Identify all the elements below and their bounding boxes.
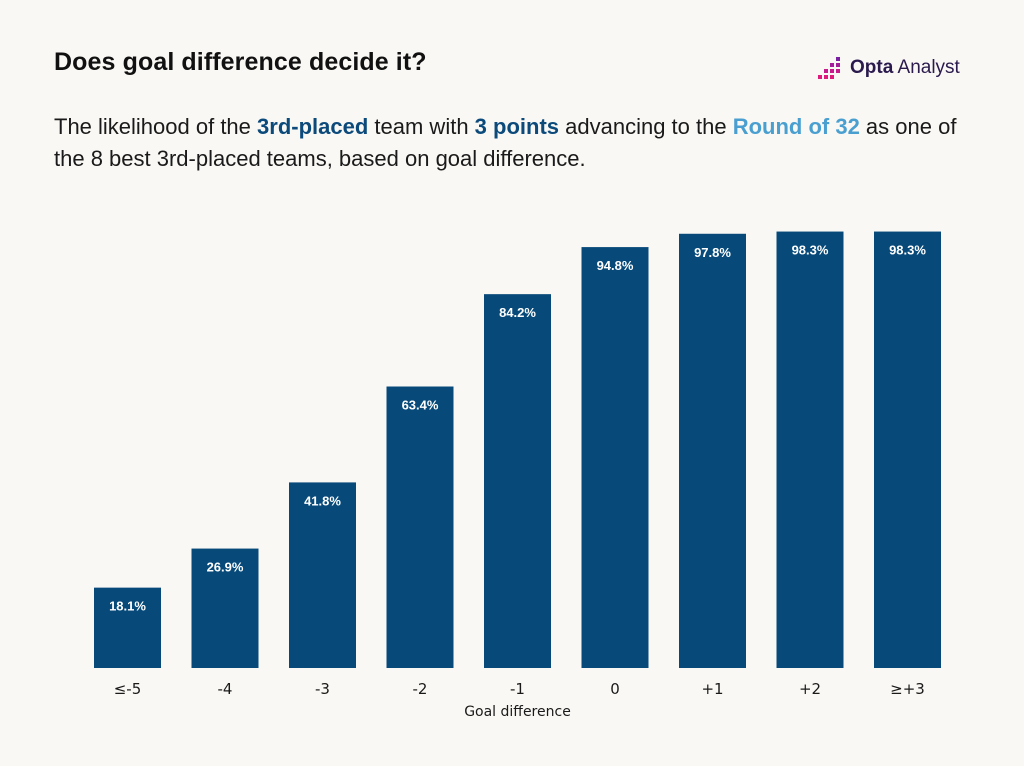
bar-0 (94, 587, 161, 668)
bar-value-label: 97.8% (694, 245, 731, 260)
bar-value-label: 41.8% (304, 493, 341, 508)
bar-value-label: 84.2% (499, 305, 536, 320)
x-axis-title: Goal difference (464, 704, 571, 720)
chart-subtitle: The likelihood of the 3rd-placed team wi… (54, 111, 984, 175)
x-tick-label: ≤-5 (114, 680, 142, 698)
bar-value-label: 94.8% (597, 258, 634, 273)
x-tick-label: -4 (218, 680, 233, 698)
x-tick-label: -1 (510, 680, 525, 698)
subtitle-highlight-3rd-placed: 3rd-placed (257, 114, 369, 139)
logo-brand-light: Analyst (897, 57, 960, 78)
subtitle-highlight-3-points: 3 points (474, 114, 560, 139)
subtitle-part: The likelihood of the (54, 114, 258, 139)
bar-6 (679, 233, 746, 668)
subtitle-part: advancing to the (559, 114, 733, 139)
bar-1 (191, 548, 259, 668)
subtitle-highlight-round-of-32: Round of 32 (732, 114, 860, 139)
x-tick-label: -3 (315, 680, 330, 698)
x-tick-label: 0 (610, 680, 620, 698)
subtitle-part: as one of the 8 best 3rd-placed teams, b… (54, 114, 957, 171)
bar-7 (776, 231, 844, 668)
bar-value-label: 98.3% (792, 243, 829, 258)
bar-4 (484, 294, 551, 668)
bar-5 (581, 247, 649, 668)
chart-title: Does goal difference decide it? (54, 48, 427, 76)
opta-analyst-logo: Opta Analyst (818, 56, 960, 80)
opta-dots-icon (818, 57, 840, 79)
x-tick-label: ≥+3 (890, 680, 925, 698)
x-tick-label: -2 (413, 680, 428, 698)
bar-8 (874, 231, 941, 668)
x-tick-label: +2 (799, 680, 821, 698)
logo-text: Opta Analyst (850, 57, 960, 79)
bar-value-label: 18.1% (109, 599, 146, 614)
bar-3 (386, 386, 454, 668)
bar-value-label: 98.3% (889, 243, 926, 258)
bar-value-label: 26.9% (207, 560, 244, 575)
logo-brand-bold: Opta (850, 57, 894, 78)
bar-value-label: 63.4% (402, 398, 439, 413)
bar-2 (289, 482, 356, 668)
x-tick-label: +1 (701, 680, 723, 698)
subtitle-part: team with (368, 114, 475, 139)
